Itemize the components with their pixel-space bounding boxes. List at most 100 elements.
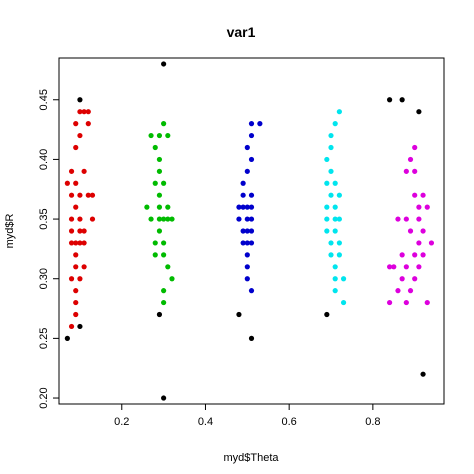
data-point-series-4 xyxy=(332,264,338,270)
data-point-series-5 xyxy=(386,299,393,306)
data-point-series-5 xyxy=(424,299,430,306)
data-point-series-1 xyxy=(77,109,83,115)
data-point-series-4 xyxy=(324,216,330,222)
data-point-series-3 xyxy=(240,204,246,210)
data-point-series-3 xyxy=(248,156,255,163)
data-point-series-4 xyxy=(328,252,334,258)
data-point-series-4 xyxy=(324,204,330,210)
data-point-series-3 xyxy=(244,168,250,174)
y-tick-label: 0.20 xyxy=(38,387,50,408)
data-point-series-5 xyxy=(399,276,405,282)
x-axis-label: myd$Theta xyxy=(223,452,279,464)
data-point-series-1 xyxy=(68,276,75,282)
data-point-series-1 xyxy=(81,168,87,174)
data-point-series-3 xyxy=(244,240,250,246)
data-point-series-1 xyxy=(77,132,83,139)
data-point-series-6 xyxy=(161,395,167,401)
data-point-series-4 xyxy=(332,288,338,294)
y-axis: 0.20 0.25 0.30 0.35 0.40 0.45 xyxy=(38,89,60,409)
data-point-series-1 xyxy=(73,240,79,246)
data-point-series-1 xyxy=(81,264,87,270)
data-point-series-1 xyxy=(73,204,79,210)
data-point-series-3 xyxy=(257,121,263,127)
data-point-series-5 xyxy=(416,216,422,222)
data-point-series-1 xyxy=(68,168,75,174)
data-point-series-5 xyxy=(403,168,409,174)
data-point-series-4 xyxy=(340,299,347,306)
data-point-series-5 xyxy=(403,299,409,306)
data-point-series-2 xyxy=(156,228,163,234)
data-point-series-5 xyxy=(420,228,426,234)
data-point-series-4 xyxy=(324,156,330,163)
data-point-series-2 xyxy=(161,252,167,258)
data-point-series-2 xyxy=(152,240,158,246)
data-point-series-2 xyxy=(165,132,171,139)
data-point-series-4 xyxy=(336,252,342,258)
data-point-series-5 xyxy=(395,216,401,222)
data-point-series-2 xyxy=(152,252,158,258)
data-point-series-2 xyxy=(152,180,158,186)
data-point-series-5 xyxy=(424,204,430,210)
data-point-series-1 xyxy=(81,109,87,115)
data-point-series-1 xyxy=(68,216,75,222)
data-point-series-4 xyxy=(332,276,338,282)
data-point-series-5 xyxy=(412,276,418,282)
data-point-series-2 xyxy=(165,216,171,222)
data-point-series-5 xyxy=(403,216,409,222)
y-tick-label: 0.45 xyxy=(38,89,50,110)
data-point-series-2 xyxy=(161,121,167,127)
data-point-series-6 xyxy=(156,311,163,318)
data-point-series-3 xyxy=(248,192,255,198)
data-point-series-3 xyxy=(240,180,246,186)
data-point-series-5 xyxy=(407,156,414,163)
data-point-series-5 xyxy=(412,252,418,258)
data-point-series-1 xyxy=(81,228,87,234)
data-point-series-4 xyxy=(336,240,342,246)
data-point-series-6 xyxy=(416,109,422,115)
data-point-series-1 xyxy=(81,240,87,246)
data-point-series-1 xyxy=(68,240,75,246)
data-point-series-5 xyxy=(407,288,414,294)
data-point-series-6 xyxy=(64,335,70,341)
data-point-series-6 xyxy=(77,323,83,330)
data-point-series-1 xyxy=(77,240,83,246)
x-tick-label: 0.6 xyxy=(282,416,297,428)
data-point-series-5 xyxy=(412,144,418,151)
data-point-series-2 xyxy=(161,240,167,246)
data-point-series-5 xyxy=(395,288,401,294)
data-point-series-6 xyxy=(236,311,242,318)
data-point-series-3 xyxy=(236,216,242,222)
data-points xyxy=(64,61,435,401)
data-point-series-4 xyxy=(328,144,334,151)
data-point-series-5 xyxy=(399,252,405,258)
data-point-series-4 xyxy=(332,121,338,127)
data-point-series-3 xyxy=(240,192,246,198)
chart-title: var1 xyxy=(227,24,256,40)
data-point-series-2 xyxy=(165,264,171,270)
data-point-series-2 xyxy=(161,216,167,222)
data-point-series-3 xyxy=(244,252,250,258)
data-point-series-3 xyxy=(248,228,255,234)
data-point-series-3 xyxy=(248,132,255,139)
data-point-series-1 xyxy=(89,216,96,222)
data-point-series-1 xyxy=(68,192,75,198)
data-point-series-1 xyxy=(73,121,79,127)
data-point-series-1 xyxy=(73,180,79,186)
data-point-series-5 xyxy=(403,264,409,270)
data-point-series-3 xyxy=(236,204,242,210)
data-point-series-5 xyxy=(420,252,426,258)
data-point-series-1 xyxy=(77,216,83,222)
data-point-series-3 xyxy=(244,144,250,151)
data-point-series-5 xyxy=(407,228,414,234)
data-point-series-4 xyxy=(336,109,342,115)
data-point-series-4 xyxy=(328,192,334,198)
y-tick-label: 0.30 xyxy=(38,268,50,289)
data-point-series-1 xyxy=(85,192,91,198)
data-point-series-4 xyxy=(328,132,334,139)
data-point-series-4 xyxy=(336,216,342,222)
data-point-series-1 xyxy=(73,264,79,270)
data-point-series-3 xyxy=(244,228,250,234)
data-point-series-6 xyxy=(386,97,393,103)
data-point-series-5 xyxy=(391,264,397,270)
data-point-series-1 xyxy=(64,180,70,186)
